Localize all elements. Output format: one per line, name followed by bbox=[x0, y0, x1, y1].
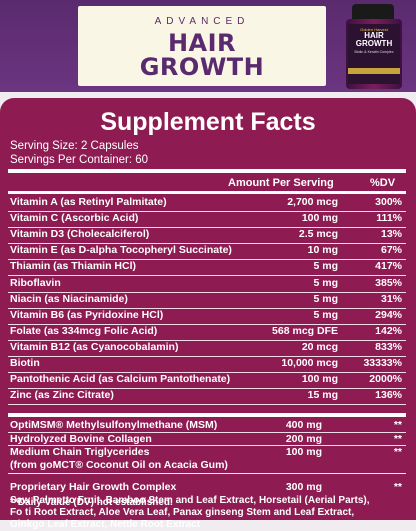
ingredient-dv: ** bbox=[393, 432, 402, 445]
bottle-title-line2: GROWTH bbox=[355, 39, 393, 48]
ingredient-name: Hydrolyzed Bovine Collagen bbox=[10, 432, 152, 445]
ingredient-amount: 200 mg bbox=[285, 432, 322, 445]
nutrient-amount: 20 mcg bbox=[301, 340, 338, 353]
nutrient-row: Zinc (as Zinc Citrate) 15 mg 136% bbox=[8, 389, 406, 406]
nutrient-row: Riboflavin 5 mg 385% bbox=[8, 277, 406, 293]
nutrient-dv: 385% bbox=[375, 276, 402, 289]
ingredient-row: OptiMSM® Methylsulfonylmethane (MSM) 400 … bbox=[8, 419, 406, 433]
nutrient-name: Vitamin E (as D-alpha Tocopheryl Succina… bbox=[10, 244, 232, 257]
nutrient-row: Vitamin E (as D-alpha Tocopheryl Succina… bbox=[8, 244, 406, 261]
nutrient-dv: 300% bbox=[375, 196, 402, 208]
bottle-subtitle: Biotin & Keratin Complex bbox=[354, 50, 394, 54]
bottle-title-line1: HAIR bbox=[364, 31, 384, 40]
ingredient-row: Medium Chain Triglycerides 100 mg ** bbox=[8, 446, 406, 460]
ingredient-name: Medium Chain Triglycerides bbox=[10, 446, 150, 458]
nutrient-dv: 111% bbox=[376, 212, 402, 225]
nutrient-name: Vitamin B6 (as Pyridoxine HCl) bbox=[10, 308, 164, 321]
nutrient-name: Zinc (as Zinc Citrate) bbox=[10, 389, 114, 402]
nutrient-amount: 5 mg bbox=[313, 260, 338, 273]
footnote: **Daily Value (DV) not established. bbox=[10, 497, 173, 508]
nutrient-row: Vitamin B12 (as Cyanocobalamin) 20 mcg 833… bbox=[8, 341, 406, 357]
nutrient-dv: 2000% bbox=[369, 373, 402, 386]
nutrient-name: Thiamin (as Thiamin HCl) bbox=[10, 260, 137, 273]
nutrient-row: Pantothenic Acid (as Calcium Pantothenat… bbox=[8, 373, 406, 390]
rule-before-complex bbox=[8, 473, 406, 474]
mct-source: (from goMCT® Coconut Oil on Acacia Gum) bbox=[10, 459, 228, 471]
nutrient-dv: 417% bbox=[375, 260, 402, 273]
nutrient-amount: 2.5 mcg bbox=[298, 228, 338, 241]
nutrient-row: Vitamin A (as Retinyl Palmitate) 2,700 mc… bbox=[8, 196, 406, 213]
nutrient-name: Riboflavin bbox=[10, 276, 61, 289]
nutrient-amount: 5 mg bbox=[313, 276, 338, 289]
ingredient-row: Hydrolyzed Bovine Collagen 200 mg ** bbox=[8, 432, 406, 446]
nutrient-name: Biotin bbox=[10, 357, 40, 369]
nutrient-dv: 33333% bbox=[363, 357, 402, 369]
serving-size: Serving Size: 2 Capsules bbox=[10, 140, 139, 152]
complex-name: Proprietary Hair Growth Complex bbox=[10, 481, 177, 493]
nutrient-amount: 10 mg bbox=[307, 244, 338, 257]
nutrient-name: Pantothenic Acid (as Calcium Pantothenat… bbox=[10, 373, 231, 386]
nutrient-amount: 100 mg bbox=[301, 212, 338, 225]
nutrient-dv: 31% bbox=[380, 292, 402, 305]
brand-banner: ADVANCED HAIR GROWTH Golden Harvest HAIR… bbox=[0, 0, 416, 92]
nutrient-amount: 100 mg bbox=[301, 373, 338, 386]
nutrient-row: Biotin 10,000 mcg 33333% bbox=[8, 357, 406, 374]
ingredient-dv: ** bbox=[393, 446, 402, 458]
brand-tagline: ADVANCED bbox=[154, 16, 250, 27]
nutrient-dv: 67% bbox=[380, 244, 402, 257]
nutrient-row: Vitamin C (Ascorbic Acid) 100 mg 111% bbox=[8, 212, 406, 229]
brand-title-line2: GROWTH bbox=[139, 53, 265, 81]
header-dv: %DV bbox=[370, 177, 396, 189]
ingredient-name: OptiMSM® Methylsulfonylmethane (MSM) bbox=[10, 419, 218, 431]
nutrient-dv: 833% bbox=[375, 340, 402, 353]
nutrient-dv: 294% bbox=[375, 308, 402, 321]
nutrient-row: Niacin (as Niacinamide) 5 mg 31% bbox=[8, 293, 406, 309]
nutrient-name: Vitamin D3 (Cholecalciferol) bbox=[10, 228, 150, 241]
brand-logo-card: ADVANCED HAIR GROWTH bbox=[78, 6, 326, 86]
ingredient-amount: 100 mg bbox=[285, 446, 322, 458]
nutrient-name: Vitamin B12 (as Cyanocobalamin) bbox=[10, 340, 179, 353]
servings-per-container: Servings Per Container: 60 bbox=[10, 154, 149, 166]
supplement-facts-panel: Supplement Facts Serving Size: 2 Capsule… bbox=[0, 98, 416, 530]
nutrient-row: Vitamin D3 (Cholecalciferol) 2.5 mcg 13% bbox=[8, 228, 406, 245]
header-rule bbox=[8, 169, 406, 173]
nutrient-amount: 15 mg bbox=[307, 389, 338, 402]
nutrient-name: Folate (as 334mcg Folic Acid) bbox=[10, 324, 158, 337]
nutrient-amount: 2,700 mcg bbox=[287, 196, 338, 208]
section-rule bbox=[8, 413, 406, 417]
nutrient-dv: 142% bbox=[375, 324, 402, 337]
header-amount: Amount Per Serving bbox=[228, 177, 334, 189]
nutrient-dv: 13% bbox=[380, 228, 402, 241]
nutrient-dv: 136% bbox=[375, 389, 402, 402]
nutrient-amount: 10,000 mcg bbox=[281, 357, 338, 369]
complex-amount: 300 mg bbox=[285, 481, 322, 493]
nutrient-amount: 568 mcg DFE bbox=[272, 324, 338, 337]
complex-row: Proprietary Hair Growth Complex 300 mg *… bbox=[8, 481, 406, 495]
ingredient-amount: 400 mg bbox=[285, 419, 322, 431]
bottle-brand: Golden Harvest bbox=[360, 27, 388, 32]
nutrient-name: Niacin (as Niacinamide) bbox=[10, 292, 128, 305]
ingredient-dv: ** bbox=[393, 419, 402, 431]
complex-dv: ** bbox=[393, 481, 402, 493]
nutrient-name: Vitamin A (as Retinyl Palmitate) bbox=[10, 196, 167, 208]
header-rule-2 bbox=[8, 191, 406, 194]
brand-title-line1: HAIR bbox=[167, 29, 237, 57]
nutrient-name: Vitamin C (Ascorbic Acid) bbox=[10, 212, 139, 225]
nutrient-row: Folate (as 334mcg Folic Acid) 568 mcg DFE… bbox=[8, 325, 406, 341]
product-bottle-image: Golden Harvest HAIR GROWTH Biotin & Kera… bbox=[344, 4, 404, 90]
nutrient-amount: 5 mg bbox=[313, 308, 338, 321]
nutrient-row: Thiamin (as Thiamin HCl) 5 mg 417% bbox=[8, 260, 406, 277]
facts-title: Supplement Facts bbox=[100, 108, 316, 136]
nutrient-amount: 5 mg bbox=[313, 292, 338, 305]
nutrient-row: Vitamin B6 (as Pyridoxine HCl) 5 mg 294% bbox=[8, 309, 406, 325]
